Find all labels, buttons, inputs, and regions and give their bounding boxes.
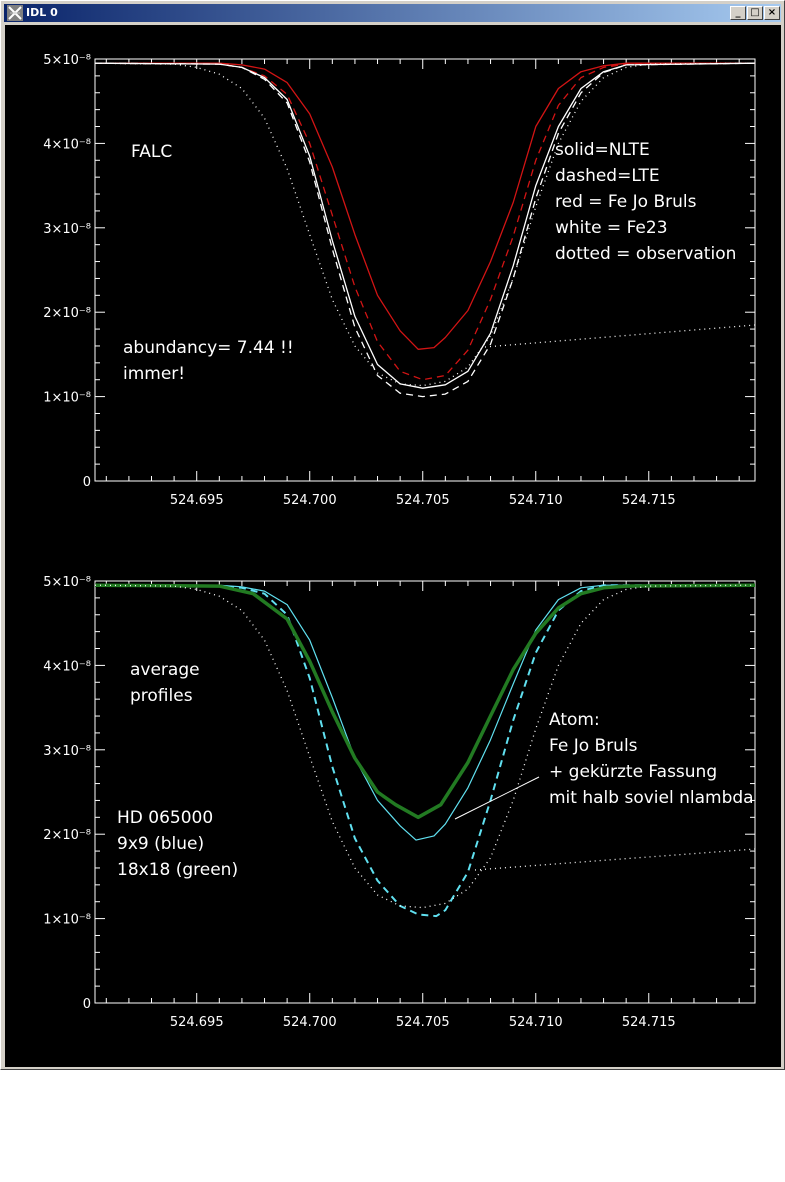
series-line-2-3	[94, 583, 756, 820]
x-tick-label: 524.715	[622, 493, 676, 508]
observation-pointer-bottom	[474, 848, 756, 871]
close-icon: ×	[767, 7, 777, 18]
minimize-button[interactable]: _	[730, 6, 746, 20]
y-tick-label: 3×10⁻⁸	[43, 222, 91, 237]
plot-canvas: 524.695 524.700 524.705 524.710 524.715 0 1×10…	[5, 25, 781, 1067]
y-tick-label: 0	[83, 997, 91, 1012]
y-tick-label: 0	[83, 475, 91, 490]
x-tick-label: 524.710	[509, 493, 563, 508]
y-tick-label: 1×10⁻⁸	[43, 391, 91, 406]
maximize-button[interactable]: □	[747, 6, 763, 20]
legend-line-1: solid=NLTE	[555, 140, 650, 160]
y-tick-label: 2×10⁻⁸	[43, 306, 91, 321]
series-line-1-4	[94, 62, 756, 398]
minimize-icon: _	[735, 7, 741, 18]
x-tick-label: 524.695	[170, 1015, 224, 1030]
title-bar[interactable]: IDL 0 _ □ ×	[4, 4, 781, 22]
maximize-icon: □	[750, 7, 760, 18]
x-tick-label: 524.695	[170, 493, 224, 508]
plot-frame-1	[94, 58, 756, 482]
y-tick-label: 2×10⁻⁸	[43, 828, 91, 843]
top-legend: solid=NLTE dashed=LTE red = Fe Jo Bruls …	[555, 137, 736, 267]
plot-frame-2	[94, 580, 756, 1004]
observation-pointer-top	[484, 324, 756, 348]
legend-line-5: dotted = observation	[555, 244, 737, 264]
y-tick-label: 5×10⁻⁸	[43, 53, 91, 68]
x-tick-label: 524.715	[622, 1015, 676, 1030]
x-tick-label: 524.700	[283, 1015, 337, 1030]
y-tick-label: 4×10⁻⁸	[43, 137, 91, 152]
x-tick-label: 524.705	[396, 493, 450, 508]
legend-line-3: red = Fe Jo Bruls	[555, 192, 697, 212]
abundance-line: abundancy= 7.44 !!	[123, 338, 294, 358]
series-line-1-3	[94, 62, 756, 389]
atom-line-2: Fe Jo Bruls	[549, 736, 638, 756]
immer-line: immer!	[123, 364, 186, 384]
idl-window: IDL 0 _ □ × 524.695 524.700 524.705 524.710…	[0, 0, 785, 1070]
x-tick-label: 524.700	[283, 493, 337, 508]
series-line-1-1	[95, 62, 755, 350]
atom-line-4: mit halb soviel nlambda	[549, 788, 754, 808]
series-line-2-1	[95, 584, 755, 841]
series-line-1-2	[94, 62, 756, 381]
x-tick-label: 524.710	[509, 1015, 563, 1030]
falc-label: FALC	[131, 142, 173, 162]
legend-line-2: dashed=LTE	[555, 166, 660, 186]
close-button[interactable]: ×	[764, 6, 780, 20]
average-line: average	[130, 660, 200, 680]
y-tick-label: 3×10⁻⁸	[43, 744, 91, 759]
window-title: IDL 0	[26, 6, 58, 19]
series-line-2-2	[94, 584, 755, 918]
legend-line-4: white = Fe23	[555, 218, 668, 238]
idl-logo-icon	[7, 5, 23, 21]
atom-line-3: + gekürzte Fassung	[549, 762, 718, 782]
y-tick-label: 5×10⁻⁸	[43, 575, 91, 590]
x-tick-label: 524.705	[396, 1015, 450, 1030]
chart-svg: 524.695 524.700 524.705 524.710 524.715 0 1×10…	[43, 53, 756, 1030]
y-tick-label: 4×10⁻⁸	[43, 659, 91, 674]
atom-pointer	[454, 776, 540, 820]
atom-line-1: Atom:	[549, 710, 600, 730]
star-line-2: 9x9 (blue)	[117, 834, 205, 854]
star-line-1: HD 065000	[117, 808, 214, 828]
abundance-note: abundancy= 7.44 !! immer!	[123, 335, 294, 387]
star-note: HD 065000 9x9 (blue) 18x18 (green)	[117, 805, 238, 883]
star-line-3: 18x18 (green)	[117, 860, 239, 880]
profiles-line: profiles	[130, 686, 193, 706]
average-profiles-label: average profiles	[130, 657, 200, 709]
atom-note: Atom: Fe Jo Bruls + gekürzte Fassung mit…	[549, 707, 754, 811]
y-tick-label: 1×10⁻⁸	[43, 913, 91, 928]
